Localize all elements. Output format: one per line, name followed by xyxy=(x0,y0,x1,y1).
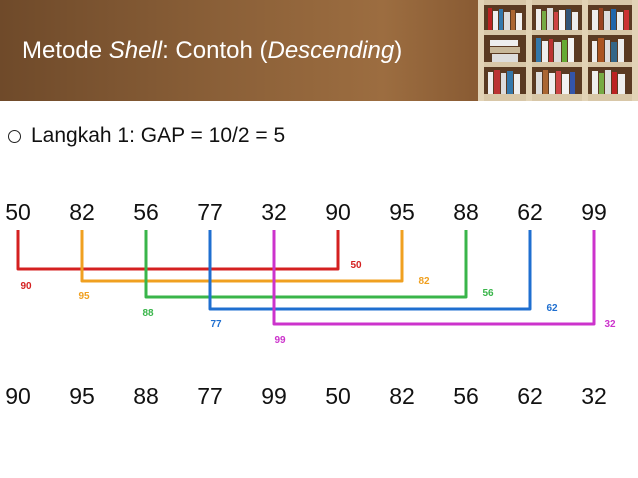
initial-value-3: 56 xyxy=(133,199,159,225)
swap-left-label-1: 90 xyxy=(20,281,32,292)
initial-value-5: 32 xyxy=(261,199,287,225)
step-bullet: Langkah 1: GAP = 10/2 = 5 xyxy=(8,122,285,150)
swap-connector-2 xyxy=(80,230,404,283)
title-suffix: ) xyxy=(394,37,403,64)
swap-right-label-1: 50 xyxy=(350,260,362,271)
swap-right-label-4: 62 xyxy=(546,303,558,314)
swap-connector-5 xyxy=(272,230,596,326)
initial-value-2: 82 xyxy=(69,199,95,225)
swap-left-label-4: 77 xyxy=(210,319,222,330)
title-italic-descending: Descending xyxy=(267,37,395,64)
result-value-3: 88 xyxy=(133,383,159,409)
result-value-1: 90 xyxy=(5,383,31,409)
title-mid: : Contoh ( xyxy=(162,37,268,64)
result-value-2: 95 xyxy=(69,383,95,409)
swap-right-label-2: 82 xyxy=(418,276,430,287)
swap-left-label-3: 88 xyxy=(142,308,154,319)
initial-array-row: 50 82 56 77 32 90 95 88 62 99 xyxy=(0,197,638,227)
result-value-6: 50 xyxy=(325,383,351,409)
title-italic-shell: Shell xyxy=(108,37,163,64)
circle-bullet-icon xyxy=(8,129,21,143)
slide-title: Metode Shell: Contoh (Descending) xyxy=(22,36,402,66)
initial-value-7: 95 xyxy=(389,199,415,225)
swap-connector-1 xyxy=(16,230,340,271)
result-value-4: 77 xyxy=(197,383,223,409)
initial-value-6: 90 xyxy=(325,199,351,225)
initial-value-4: 77 xyxy=(197,199,223,225)
initial-value-8: 88 xyxy=(453,199,479,225)
result-value-10: 32 xyxy=(581,383,607,409)
initial-value-9: 62 xyxy=(517,199,543,225)
swap-connector-4 xyxy=(208,230,532,311)
swap-right-label-5: 32 xyxy=(604,319,616,330)
result-value-8: 56 xyxy=(453,383,479,409)
result-value-7: 82 xyxy=(389,383,415,409)
result-value-9: 62 xyxy=(517,383,543,409)
step-text: Langkah 1: GAP = 10/2 = 5 xyxy=(31,124,286,147)
swap-left-label-5: 99 xyxy=(274,335,286,346)
initial-value-1: 50 xyxy=(5,199,31,225)
swap-right-label-3: 56 xyxy=(482,288,494,299)
swap-connector-3 xyxy=(144,230,468,299)
slide-header: Metode Shell: Contoh (Descending) xyxy=(0,0,638,101)
initial-value-10: 99 xyxy=(581,199,607,225)
bookshelf-image xyxy=(478,0,638,101)
swap-left-label-2: 95 xyxy=(78,291,90,302)
result-value-5: 99 xyxy=(261,383,287,409)
result-array-row: 90 95 88 77 99 50 82 56 62 32 xyxy=(0,381,638,411)
title-prefix: Metode xyxy=(22,37,109,64)
